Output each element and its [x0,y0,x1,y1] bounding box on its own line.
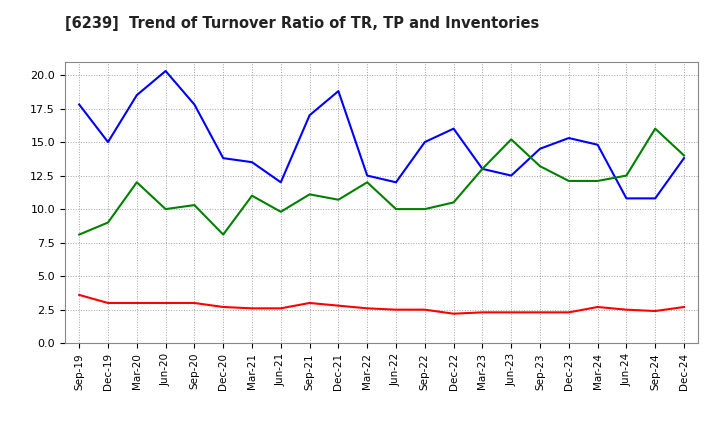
Inventories [190,202,199,208]
Trade Receivables [190,301,199,306]
Trade Payables [276,180,285,185]
Inventories [507,137,516,142]
Trade Receivables [593,304,602,310]
Inventories [420,206,429,212]
Trade Receivables [248,306,256,311]
Inventories [161,206,170,212]
Line: Trade Payables: Trade Payables [79,71,684,198]
Inventories [478,166,487,172]
Inventories [104,220,112,225]
Trade Payables [564,136,573,141]
Inventories [219,232,228,237]
Line: Inventories: Inventories [79,128,684,235]
Trade Payables [507,173,516,178]
Trade Receivables [478,310,487,315]
Trade Payables [651,196,660,201]
Trade Receivables [305,301,314,306]
Inventories [651,126,660,131]
Inventories [392,206,400,212]
Trade Receivables [536,310,544,315]
Trade Payables [334,88,343,94]
Trade Payables [305,113,314,118]
Trade Receivables [622,307,631,312]
Inventories [680,153,688,158]
Trade Receivables [161,301,170,306]
Inventories [305,192,314,197]
Trade Receivables [132,301,141,306]
Inventories [564,178,573,183]
Trade Payables [132,92,141,98]
Trade Payables [593,142,602,147]
Trade Payables [449,126,458,131]
Trade Payables [680,155,688,161]
Trade Receivables [363,306,372,311]
Trade Receivables [420,307,429,312]
Trade Payables [536,146,544,151]
Text: [6239]  Trend of Turnover Ratio of TR, TP and Inventories: [6239] Trend of Turnover Ratio of TR, TP… [65,16,539,31]
Trade Receivables [334,303,343,308]
Line: Trade Receivables: Trade Receivables [79,295,684,314]
Trade Payables [392,180,400,185]
Trade Payables [622,196,631,201]
Trade Receivables [507,310,516,315]
Trade Payables [219,155,228,161]
Inventories [449,200,458,205]
Inventories [536,164,544,169]
Inventories [276,209,285,214]
Trade Receivables [219,304,228,310]
Trade Receivables [680,304,688,310]
Trade Payables [478,166,487,172]
Trade Payables [420,139,429,145]
Inventories [622,173,631,178]
Trade Payables [75,102,84,107]
Trade Receivables [449,311,458,316]
Trade Receivables [564,310,573,315]
Trade Payables [363,173,372,178]
Trade Receivables [75,292,84,297]
Trade Payables [190,102,199,107]
Inventories [593,178,602,183]
Inventories [363,180,372,185]
Trade Payables [161,68,170,73]
Trade Payables [248,160,256,165]
Trade Receivables [104,301,112,306]
Trade Payables [104,139,112,145]
Trade Receivables [276,306,285,311]
Inventories [248,193,256,198]
Trade Receivables [651,308,660,314]
Trade Receivables [392,307,400,312]
Inventories [334,197,343,202]
Inventories [132,180,141,185]
Inventories [75,232,84,237]
